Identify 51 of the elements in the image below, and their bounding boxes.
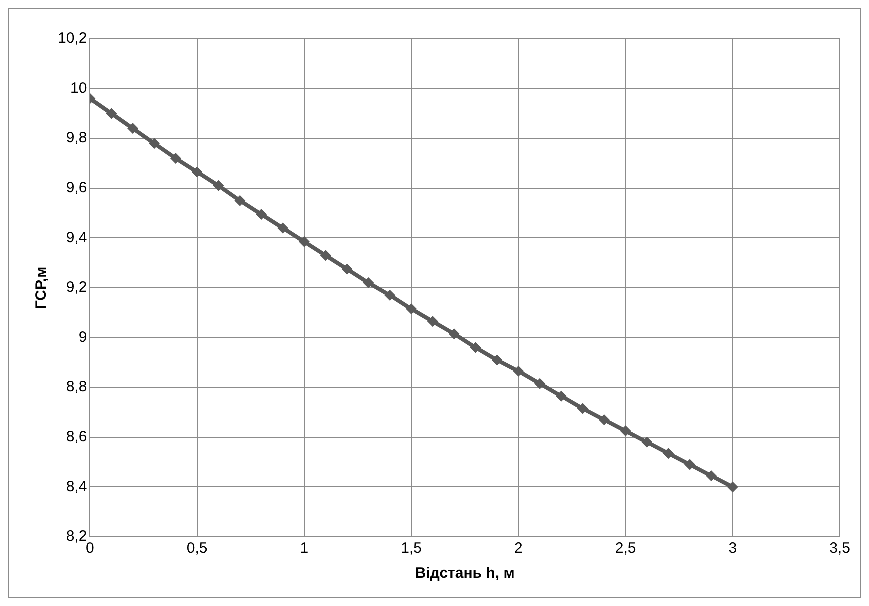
point bbox=[278, 222, 288, 234]
point bbox=[620, 426, 632, 437]
y-tick-label: 8,4 bbox=[66, 478, 88, 496]
x-tick-label: 0,5 bbox=[186, 540, 208, 558]
point bbox=[106, 108, 118, 120]
point bbox=[577, 403, 588, 414]
y-tick-label: 8,8 bbox=[66, 378, 88, 396]
point bbox=[170, 153, 182, 164]
y-tick-label: 9,6 bbox=[66, 180, 88, 197]
point bbox=[556, 390, 567, 402]
point bbox=[492, 354, 503, 366]
point bbox=[598, 414, 610, 426]
x-tick-label: 2 bbox=[514, 540, 523, 558]
point bbox=[642, 436, 653, 448]
x-tick-label: 3 bbox=[728, 540, 738, 558]
x-axis-title: Відстань h, м bbox=[415, 565, 515, 582]
y-tick-label: 9,4 bbox=[66, 229, 88, 246]
x-tick-label: 1,5 bbox=[401, 540, 422, 558]
point bbox=[534, 378, 546, 390]
y-tick-label: 10 bbox=[70, 80, 88, 97]
y-tick-label: 8,6 bbox=[66, 428, 88, 446]
x-tick-label: 1 bbox=[300, 540, 309, 558]
point bbox=[663, 448, 674, 460]
y-tick-label: 8,2 bbox=[66, 528, 88, 546]
point bbox=[342, 264, 353, 275]
x-tick-label: 2,5 bbox=[615, 540, 636, 558]
point bbox=[192, 166, 203, 178]
point bbox=[148, 138, 160, 150]
x-tick-label: 0 bbox=[86, 540, 94, 558]
point bbox=[213, 180, 224, 192]
point bbox=[128, 123, 139, 134]
point bbox=[684, 459, 696, 470]
y-tick-label: 9 bbox=[78, 328, 88, 346]
y-tick-label: 9,2 bbox=[66, 279, 88, 296]
point bbox=[427, 316, 438, 328]
point bbox=[234, 195, 246, 206]
point bbox=[448, 328, 460, 340]
point bbox=[384, 290, 396, 301]
point bbox=[513, 366, 524, 377]
y-axis-title: ГСР,м bbox=[33, 266, 50, 310]
point bbox=[298, 236, 310, 248]
point bbox=[706, 470, 717, 482]
point bbox=[363, 278, 374, 289]
point bbox=[406, 304, 418, 315]
point bbox=[256, 209, 268, 220]
x-tick-label: 3,5 bbox=[830, 540, 850, 558]
point bbox=[727, 482, 738, 493]
y-tick-label: 10,2 bbox=[58, 30, 88, 48]
point bbox=[320, 250, 332, 262]
point bbox=[470, 342, 482, 354]
y-tick-label: 9,8 bbox=[66, 130, 88, 147]
